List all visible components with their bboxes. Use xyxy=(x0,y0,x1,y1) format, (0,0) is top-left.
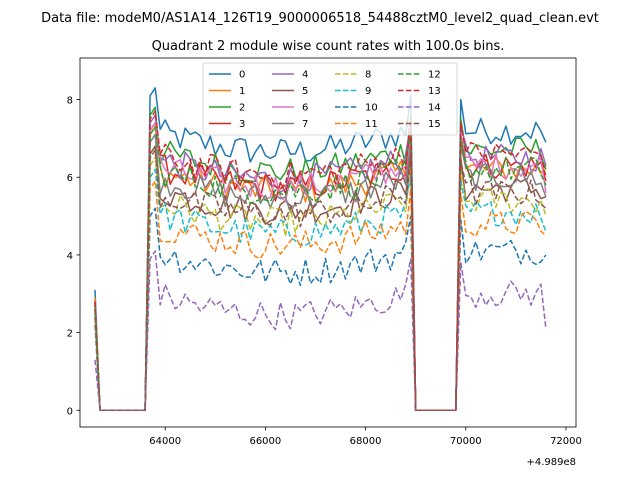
plot-frame xyxy=(79,57,577,428)
y-tick-label: 6 xyxy=(67,173,73,184)
chart-title: Quadrant 2 module wise count rates with … xyxy=(152,39,505,54)
series-line-0 xyxy=(94,87,547,412)
legend-label-6: 6 xyxy=(302,103,308,114)
y-tick-label: 2 xyxy=(67,329,73,340)
series-line-10 xyxy=(94,207,547,412)
x-tick-label: 64000 xyxy=(149,436,181,447)
series-layer xyxy=(94,87,547,412)
x-tick-label: 72000 xyxy=(550,436,582,447)
series-line-14 xyxy=(94,250,547,412)
legend-label-1: 1 xyxy=(239,86,245,97)
legend-label-12: 12 xyxy=(428,70,441,81)
x-tick-label: 66000 xyxy=(249,436,281,447)
legend-label-5: 5 xyxy=(302,86,308,97)
legend-label-2: 2 xyxy=(239,103,245,114)
series-line-4 xyxy=(94,114,547,412)
legend-label-11: 11 xyxy=(365,119,378,130)
series-line-13 xyxy=(94,110,547,412)
axes-layer: 64000 66000 68000 70000 72000 0 2 4 6 8 xyxy=(67,57,582,447)
series-line-6 xyxy=(94,122,547,412)
legend-label-10: 10 xyxy=(365,103,378,114)
chart-suptitle: Data file: modeM0/AS1A14_126T19_90000065… xyxy=(41,11,599,26)
series-line-8 xyxy=(94,157,547,412)
legend-label-3: 3 xyxy=(239,119,245,130)
legend-label-15: 15 xyxy=(428,119,441,130)
y-tick-label: 8 xyxy=(67,96,73,107)
series-line-11 xyxy=(94,180,547,412)
x-tick-label: 68000 xyxy=(350,436,382,447)
legend-label-13: 13 xyxy=(428,86,441,97)
y-tick-label: 0 xyxy=(67,406,73,417)
legend-label-14: 14 xyxy=(428,103,441,114)
series-line-9 xyxy=(94,168,547,412)
y-tick-label: 4 xyxy=(67,251,73,262)
x-tick-label: 70000 xyxy=(450,436,482,447)
legend-label-8: 8 xyxy=(365,70,371,81)
series-line-2 xyxy=(94,106,547,412)
x-offset-label: +4.989e8 xyxy=(526,457,576,468)
legend-label-9: 9 xyxy=(365,86,371,97)
legend-label-4: 4 xyxy=(302,70,308,81)
series-line-15 xyxy=(94,149,547,412)
legend-label-0: 0 xyxy=(239,70,245,81)
legend-box xyxy=(202,62,458,136)
legend-label-7: 7 xyxy=(302,119,308,130)
